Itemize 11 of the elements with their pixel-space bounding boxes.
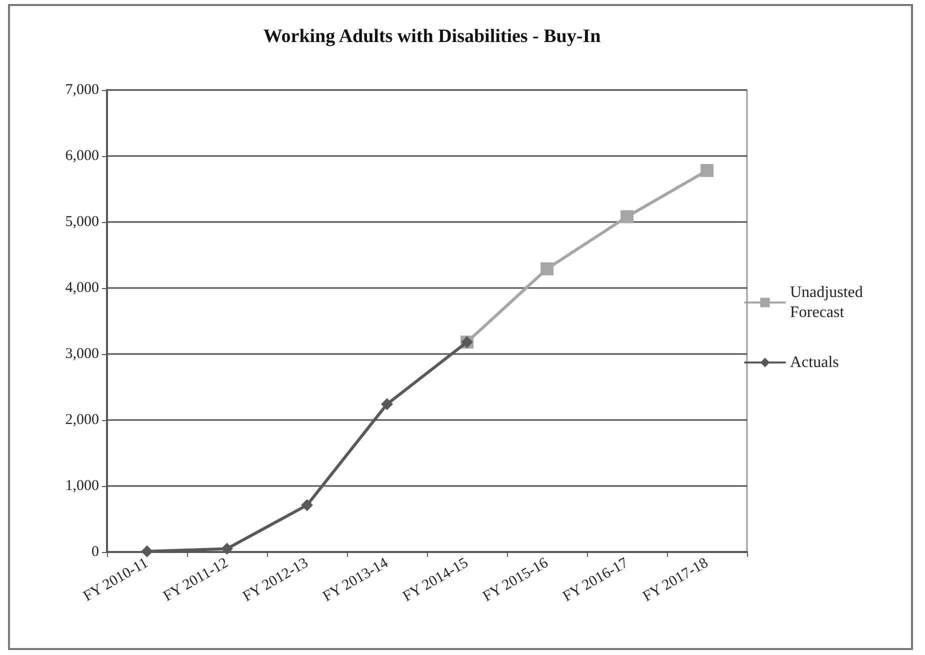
y-tick-label: 7,000 xyxy=(65,82,99,98)
y-tick-label: 5,000 xyxy=(65,214,99,230)
y-tick-label: 6,000 xyxy=(65,148,99,164)
chart-title: Working Adults with Disabilities - Buy-In xyxy=(263,26,602,47)
y-tick-label: 0 xyxy=(92,544,99,560)
y-tick-label: 1,000 xyxy=(65,478,99,494)
y-tick-label: 3,000 xyxy=(65,346,99,362)
y-tick-label: 4,000 xyxy=(65,280,99,296)
y-tick-label: 2,000 xyxy=(65,412,99,428)
legend-label: Unadjusted Forecast xyxy=(790,284,867,321)
legend-label: Actuals xyxy=(790,354,839,371)
